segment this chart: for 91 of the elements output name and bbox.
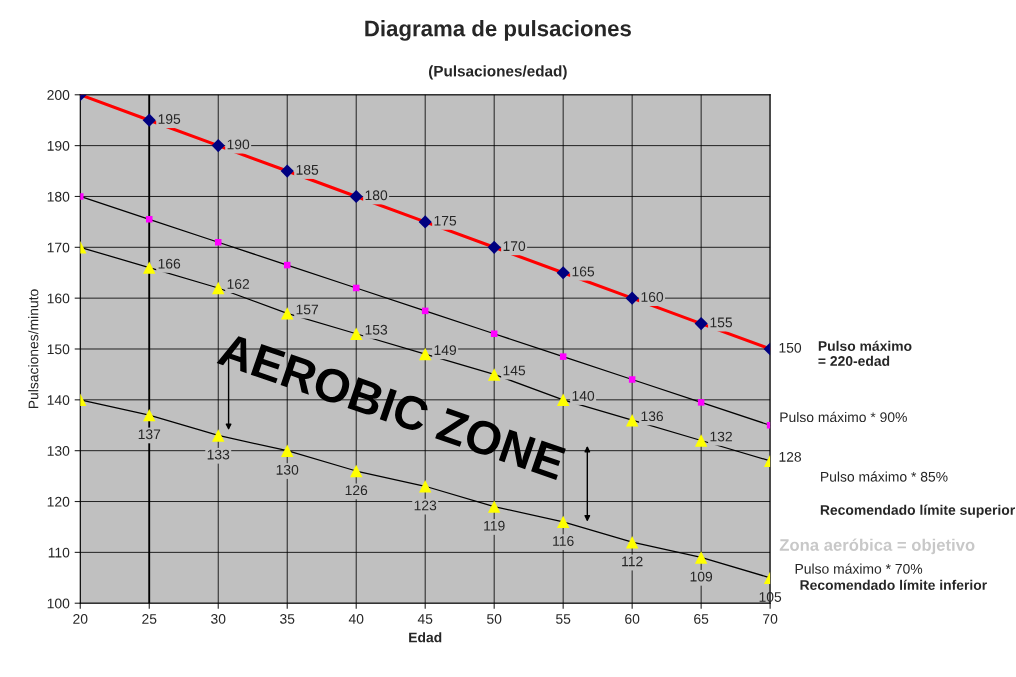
x-tick-label: 30 [211,613,226,624]
data-label: 145 [503,365,526,376]
text: Pulso máximo * 70% [795,563,923,574]
data-label: 130 [276,464,299,475]
point [349,189,363,204]
point [418,215,432,229]
x-tick-label: 65 [694,613,709,624]
point [694,434,708,447]
point [559,353,567,360]
y-tick-label: 200 [47,90,70,100]
text: Recomendado límite inferior [800,579,987,591]
x-tick-label: 70 [763,613,778,624]
y-tick-label: 140 [47,395,70,406]
y-axis-title: Pulsaciones/minuto [28,289,39,409]
point [487,500,501,513]
data-label: 180 [365,190,388,201]
point [628,376,636,383]
point [694,316,708,331]
text: Pulso máximo = 220-edad [818,340,912,366]
text: Pulso máximo * 90% [780,411,907,423]
text: Recomendado límite superior [820,504,1015,518]
data-label: 116 [553,536,574,546]
point [145,216,153,223]
x-tick-label: 55 [556,614,571,624]
data-label: 195 [158,114,181,124]
x-tick-label: 60 [625,613,640,624]
point [350,464,363,478]
point [556,515,570,529]
data-label: 137 [138,429,161,440]
data-label: 119 [484,520,505,531]
x-tick-label: 40 [348,613,364,624]
x-tick-label: 50 [487,613,502,624]
y-tick-label: 110 [48,547,70,558]
y-tick-label: 180 [47,191,70,202]
y-tick-label: 100 [47,598,70,609]
text: Pulso máximo * 85% [821,471,948,482]
point [625,535,639,549]
data-label: 153 [365,324,388,335]
data-label: 128 [779,451,802,462]
data-label: 126 [345,485,368,496]
y-tick-label: 130 [47,446,70,456]
y-tick-label: 170 [47,242,70,253]
point [212,429,225,442]
point [487,240,501,254]
data-label: 132 [710,431,732,442]
y-tick-label: 150 [47,344,70,355]
data-label: 155 [710,317,733,328]
x-tick-label: 20 [73,613,88,624]
point [142,113,156,127]
data-label: 175 [434,215,457,226]
y-tick-label: 120 [47,496,70,507]
data-label: 123 [414,500,437,511]
point [280,164,294,178]
chart-title: Diagrama de pulsaciones [365,20,631,41]
point [143,261,156,274]
x-axis-title: Edad [409,632,442,643]
data-label: 133 [207,449,230,460]
data-label: 157 [296,304,319,315]
y-tick-label: 160 [47,293,70,304]
data-label: 136 [641,411,664,422]
point [625,413,639,427]
y-tick-label: 190 [47,140,70,151]
point [212,281,225,295]
point [556,266,570,280]
data-label: 170 [503,241,526,252]
data-label: 165 [572,266,595,277]
point [487,368,501,381]
point [281,307,294,320]
data-label: 109 [690,571,713,582]
point [625,291,639,305]
x-tick-label: 25 [142,613,157,624]
point [697,399,705,406]
point [556,393,570,407]
point [490,330,498,337]
data-label: 166 [158,258,181,269]
point [694,551,708,564]
point [211,139,225,153]
data-label: 112 [622,556,643,567]
chart-subtitle: (Pulsaciones/edad) [428,65,567,80]
data-label: 190 [227,139,250,150]
data-label: 162 [227,279,250,289]
data-label: 185 [296,164,319,175]
x-tick-label: 35 [280,613,295,624]
point [281,444,294,457]
data-label: 150 [779,342,802,353]
data-label: 149 [434,345,457,356]
point [143,408,156,422]
data-label: 160 [641,292,664,302]
data-label: 140 [572,390,595,401]
point [418,480,432,493]
x-tick-label: 45 [417,614,433,624]
